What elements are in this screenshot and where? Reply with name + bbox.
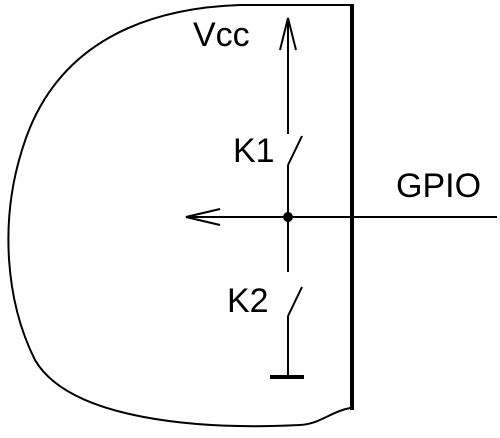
- device-body-outline: [7, 4, 351, 428]
- vcc-label: Vcc: [193, 16, 250, 54]
- gpio-arrow-head-icon: [185, 208, 221, 226]
- vcc-arrow-head-icon: [279, 17, 297, 51]
- gpio-label: GPIO: [396, 167, 481, 205]
- k2-switch-contact: [287, 286, 303, 317]
- k1-switch-contact: [287, 135, 303, 166]
- k2-label: K2: [227, 282, 269, 320]
- k1-label: K1: [233, 132, 275, 170]
